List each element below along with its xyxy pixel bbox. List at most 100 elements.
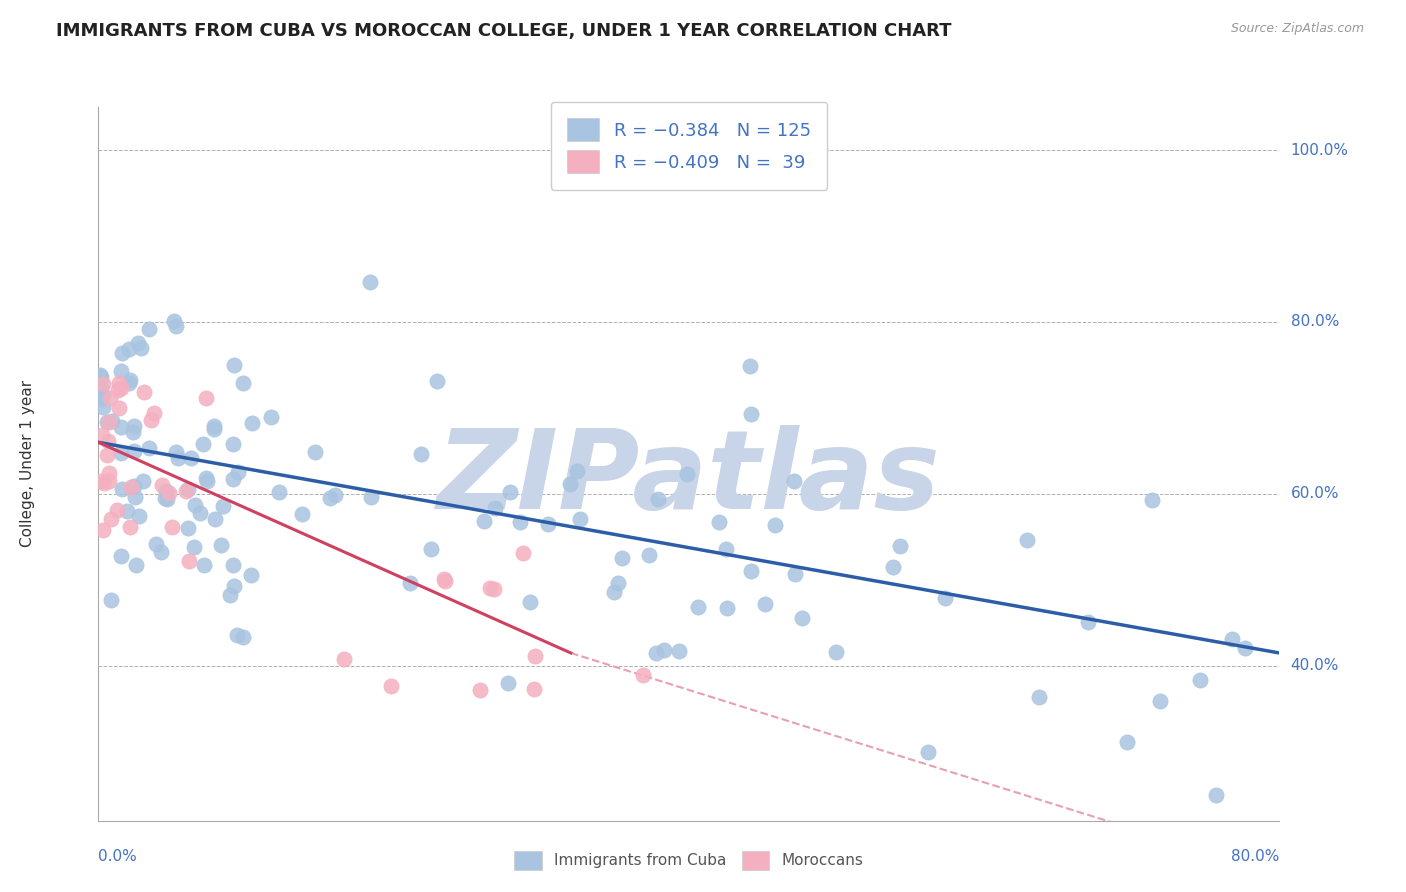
Point <box>91 523 114 537</box>
Point <box>468 682 491 697</box>
Point <box>479 582 502 596</box>
Point <box>631 667 654 681</box>
Text: IMMIGRANTS FROM CUBA VS MOROCCAN COLLEGE, UNDER 1 YEAR CORRELATION CHART: IMMIGRANTS FROM CUBA VS MOROCCAN COLLEGE… <box>56 22 952 40</box>
Point <box>740 407 762 421</box>
Point <box>934 591 956 606</box>
Point <box>222 579 245 593</box>
Text: 40.0%: 40.0% <box>1291 658 1339 673</box>
Point <box>110 381 132 395</box>
Point <box>754 597 776 611</box>
Point <box>90 427 112 442</box>
Point <box>110 446 132 460</box>
Point <box>707 516 730 530</box>
Point <box>89 368 111 382</box>
Point <box>110 364 132 378</box>
Point <box>165 318 187 333</box>
Point <box>90 380 112 394</box>
Point <box>224 358 246 372</box>
Point <box>202 419 225 434</box>
Point <box>98 415 121 429</box>
Point <box>523 648 546 663</box>
Point <box>98 475 121 489</box>
Point <box>652 643 675 657</box>
Point <box>523 682 546 697</box>
Point <box>122 425 145 440</box>
Point <box>240 567 263 582</box>
Point <box>323 488 346 502</box>
Point <box>142 406 165 420</box>
Point <box>882 560 904 574</box>
Point <box>603 584 626 599</box>
Point <box>156 492 179 507</box>
Point <box>128 509 150 524</box>
Point <box>260 409 283 424</box>
Point <box>124 490 146 504</box>
Point <box>150 477 173 491</box>
Point <box>131 341 153 355</box>
Point <box>162 520 184 534</box>
Point <box>110 420 132 434</box>
Point <box>131 474 153 488</box>
Point <box>193 437 215 451</box>
Point <box>1205 788 1227 802</box>
Point <box>512 545 534 559</box>
Point <box>482 582 505 596</box>
Point <box>176 483 198 497</box>
Point <box>668 644 690 658</box>
Point <box>676 467 699 481</box>
Point <box>240 416 263 430</box>
Point <box>127 335 149 350</box>
Point <box>1233 640 1256 655</box>
Point <box>1220 632 1243 646</box>
Point <box>763 517 786 532</box>
Point <box>97 466 120 480</box>
Point <box>1077 615 1099 630</box>
Point <box>519 594 541 608</box>
Point <box>183 540 205 554</box>
Point <box>219 588 242 602</box>
Point <box>90 474 112 488</box>
Point <box>165 444 187 458</box>
Point <box>118 376 141 390</box>
Point <box>360 490 382 504</box>
Point <box>291 507 314 521</box>
Point <box>150 544 173 558</box>
Point <box>612 551 634 566</box>
Point <box>138 321 160 335</box>
Point <box>420 541 443 556</box>
Point <box>304 445 326 459</box>
Point <box>204 512 226 526</box>
Point <box>155 484 177 499</box>
Point <box>917 745 939 759</box>
Point <box>426 375 449 389</box>
Text: College, Under 1 year: College, Under 1 year <box>20 380 35 548</box>
Point <box>1140 493 1163 508</box>
Point <box>568 512 591 526</box>
Point <box>484 500 506 515</box>
Point <box>792 611 814 625</box>
Point <box>163 314 186 328</box>
Point <box>108 401 131 416</box>
Point <box>155 491 177 506</box>
Point <box>90 392 112 406</box>
Point <box>177 521 200 535</box>
Point <box>606 575 628 590</box>
Point <box>509 515 531 529</box>
Point <box>319 491 342 506</box>
Point <box>110 549 132 563</box>
Point <box>111 483 134 497</box>
Point <box>226 466 249 480</box>
Point <box>889 539 911 553</box>
Point <box>558 476 581 491</box>
Point <box>167 450 190 465</box>
Point <box>91 400 114 414</box>
Point <box>118 520 141 534</box>
Point <box>537 516 560 531</box>
Point <box>232 376 254 390</box>
Point <box>686 599 709 614</box>
Point <box>212 499 235 513</box>
Point <box>785 566 807 581</box>
Point <box>232 630 254 644</box>
Point <box>96 415 118 429</box>
Point <box>180 451 202 466</box>
